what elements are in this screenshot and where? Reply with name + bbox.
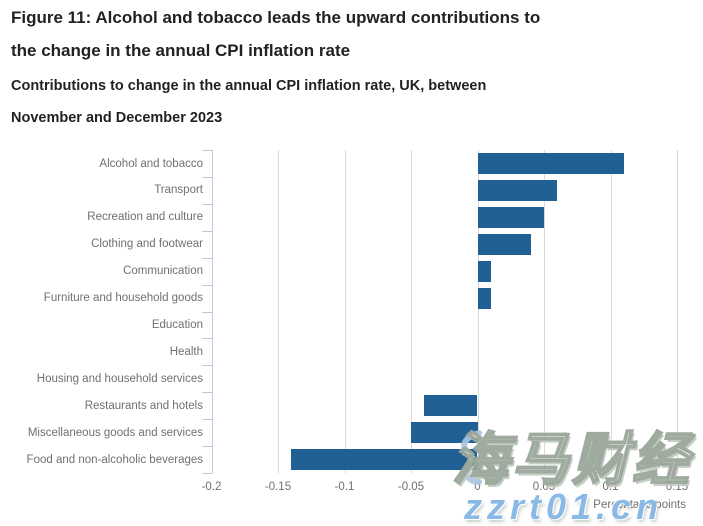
y-axis-tick xyxy=(201,257,212,259)
bar-clothing-and-footwear xyxy=(477,233,531,255)
gridline xyxy=(610,150,612,473)
category-label: Clothing and footwear xyxy=(91,238,203,251)
gridline xyxy=(344,150,346,473)
y-axis-tick xyxy=(201,311,212,313)
category-label: Communication xyxy=(123,265,203,278)
y-axis-tick xyxy=(201,284,212,286)
bar-miscellaneous-goods-and-services xyxy=(411,422,478,444)
category-label: Alcohol and tobacco xyxy=(99,157,203,170)
y-axis-tick xyxy=(201,365,212,367)
y-axis-tick xyxy=(201,203,212,205)
x-tick-label: -0.15 xyxy=(264,481,292,493)
gridline xyxy=(278,150,279,473)
figure-title: Figure 11: Alcohol and tobacco leads the… xyxy=(11,1,540,67)
bar-transport xyxy=(477,179,558,201)
gridline xyxy=(677,150,678,473)
bar-alcohol-and-tobacco xyxy=(477,153,624,174)
figure-title-line-1: Figure 11: Alcohol and tobacco leads the… xyxy=(11,8,541,27)
x-tick-label: 0.05 xyxy=(532,481,556,493)
y-axis-tick xyxy=(201,473,212,474)
y-axis-tick xyxy=(201,392,212,394)
category-label: Transport xyxy=(154,184,203,197)
y-axis-line xyxy=(211,150,213,473)
category-label: Miscellaneous goods and services xyxy=(27,426,203,439)
x-tick-label: -0.05 xyxy=(397,481,425,493)
bar-recreation-and-culture xyxy=(477,206,544,228)
x-tick-label: -0.1 xyxy=(334,481,355,493)
x-axis-label: Percentage points xyxy=(593,499,686,511)
bar-food-and-non-alcoholic-beverages xyxy=(291,449,478,470)
bar-communication xyxy=(477,260,491,282)
y-axis-tick xyxy=(201,176,212,178)
y-axis-tick xyxy=(201,338,212,340)
gridline xyxy=(411,150,412,473)
bar-restaurants-and-hotels xyxy=(424,395,478,417)
figure-title-line-2: the change in the annual CPI inflation r… xyxy=(11,41,351,60)
category-label: Housing and household services xyxy=(36,372,203,385)
figure-subtitle-line-1: Contributions to change in the annual CP… xyxy=(11,78,487,94)
category-label: Education xyxy=(151,319,203,331)
figure-subtitle-line-2: November and December 2023 xyxy=(11,110,223,126)
y-axis-tick xyxy=(201,419,212,421)
x-tick-label: 0.1 xyxy=(602,481,619,493)
bar-furniture-and-household-goods xyxy=(477,287,491,309)
category-label: Food and non-alcoholic beverages xyxy=(26,453,203,466)
figure-subtitle: Contributions to change in the annual CP… xyxy=(11,70,486,134)
x-tick-label: 0 xyxy=(474,481,481,493)
y-axis-tick xyxy=(201,230,212,232)
y-axis-tick xyxy=(201,150,212,151)
category-label: Health xyxy=(169,345,203,358)
category-label: Restaurants and hotels xyxy=(84,399,203,412)
x-tick-label: -0.2 xyxy=(201,481,222,493)
category-label: Furniture and household goods xyxy=(43,292,203,304)
y-axis-tick xyxy=(201,446,212,448)
gridline xyxy=(477,150,479,473)
gridline xyxy=(544,150,545,473)
x-tick-label: 0.15 xyxy=(665,481,689,493)
category-label: Recreation and culture xyxy=(87,211,203,224)
